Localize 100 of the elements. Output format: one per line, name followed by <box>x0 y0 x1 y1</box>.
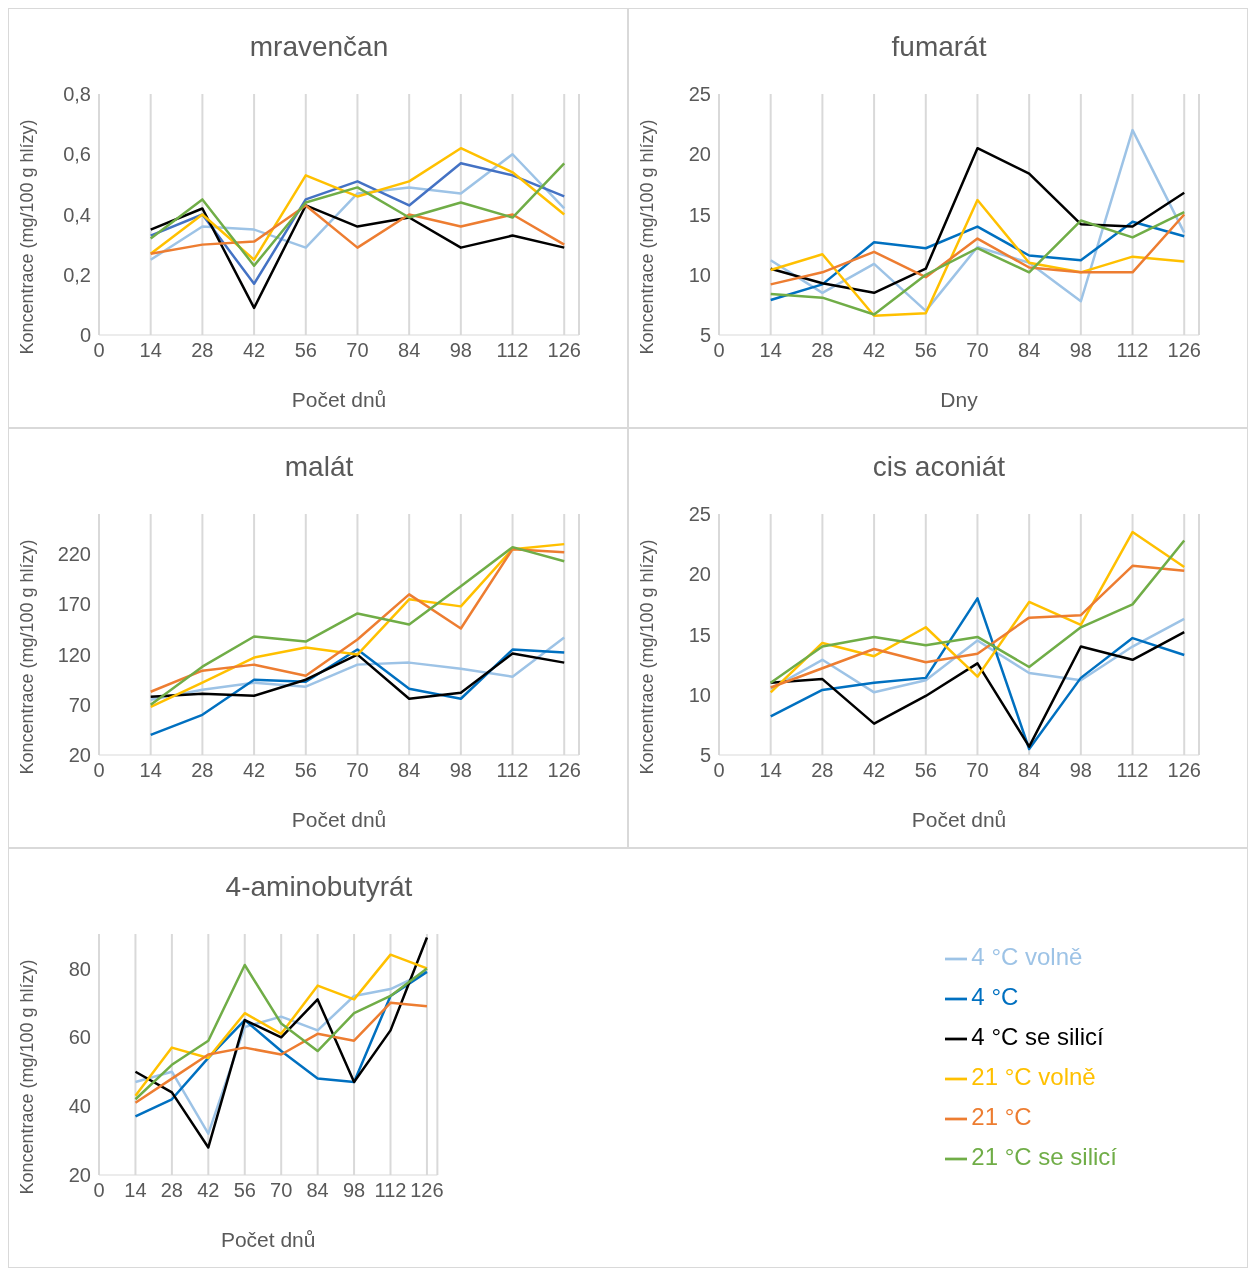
legend-label: 4 °C volně <box>971 943 1083 970</box>
x-tick-label: 84 <box>1018 759 1041 782</box>
y-tick-label: 15 <box>688 623 711 646</box>
line-series <box>149 652 566 701</box>
y-tick-label: 10 <box>688 263 711 286</box>
line-series <box>769 213 1186 286</box>
x-tick-label: 112 <box>1116 339 1149 362</box>
x-tick-label: 0 <box>713 759 725 782</box>
y-tick-label: 170 <box>57 593 91 616</box>
line-series <box>149 204 566 310</box>
x-tick-label: 112 <box>374 1179 407 1202</box>
x-axis-title: Počet dnů <box>291 388 387 411</box>
x-tick-label: 84 <box>306 1179 329 1202</box>
x-tick-label: 0 <box>713 339 725 362</box>
x-tick-label: 126 <box>547 339 581 362</box>
x-tick-label: 98 <box>449 759 472 782</box>
y-axis-title: Koncentrace (mg/100 g hlízy) <box>17 959 38 1195</box>
y-tick-label: 40 <box>68 1095 91 1118</box>
x-tick-label: 28 <box>191 339 214 362</box>
x-tick-label: 56 <box>914 759 937 782</box>
y-tick-label: 20 <box>68 744 91 767</box>
line-series <box>134 936 429 1149</box>
y-tick-label: 0,6 <box>63 143 91 166</box>
x-tick-label: 70 <box>966 339 989 362</box>
x-tick-label: 56 <box>914 339 937 362</box>
x-tick-label: 98 <box>342 1179 366 1202</box>
x-tick-label: 98 <box>1069 339 1092 362</box>
x-tick-label: 14 <box>139 339 162 362</box>
y-axis-title: Koncentrace (mg/100 g hlízy) <box>637 539 658 775</box>
y-tick-label: 70 <box>68 693 91 716</box>
x-tick-label: 28 <box>160 1179 183 1202</box>
line-series <box>134 1001 429 1104</box>
x-tick-label: 0 <box>93 1179 105 1202</box>
chart-title: mravenčan <box>248 31 390 63</box>
x-axis-title: Počet dnů <box>911 808 1007 831</box>
legend-label: 4 °C <box>971 983 1019 1010</box>
x-tick-label: 14 <box>124 1179 147 1202</box>
x-tick-label: 42 <box>862 759 886 782</box>
x-tick-label: 70 <box>966 759 989 782</box>
chart-title: cis aconiát <box>871 451 1007 483</box>
x-tick-label: 126 <box>1167 759 1201 782</box>
y-tick-label: 5 <box>699 324 711 347</box>
line-series <box>149 204 566 255</box>
y-tick-label: 220 <box>57 543 91 566</box>
chart-title: fumarát <box>890 31 988 63</box>
x-tick-label: 84 <box>1018 339 1041 362</box>
x-tick-label: 56 <box>233 1179 256 1202</box>
x-tick-label: 14 <box>139 759 162 782</box>
y-tick-label: 0 <box>79 324 91 347</box>
y-axis-title: Koncentrace (mg/100 g hlízy) <box>17 119 38 355</box>
x-tick-label: 126 <box>547 759 581 782</box>
x-tick-label: 28 <box>191 759 214 782</box>
y-tick-label: 25 <box>688 83 711 106</box>
x-tick-label: 126 <box>410 1179 444 1202</box>
x-axis-title: Počet dnů <box>291 808 387 831</box>
legend-label: 21 °C volně <box>971 1063 1096 1090</box>
legend-label: 21 °C <box>971 1103 1032 1130</box>
y-tick-label: 10 <box>688 683 711 706</box>
x-tick-label: 14 <box>759 759 782 782</box>
y-tick-label: 0,8 <box>63 83 91 106</box>
y-tick-label: 120 <box>57 643 91 666</box>
x-tick-label: 112 <box>1116 759 1149 782</box>
x-tick-label: 70 <box>346 759 369 782</box>
y-axis-title: Koncentrace (mg/100 g hlízy) <box>17 539 38 775</box>
x-tick-label: 28 <box>811 759 834 782</box>
y-tick-label: 25 <box>688 503 711 526</box>
y-tick-label: 60 <box>68 1026 91 1049</box>
x-tick-label: 70 <box>346 339 369 362</box>
y-tick-label: 80 <box>68 957 91 980</box>
line-series <box>769 630 1186 748</box>
legend-label: 4 °C se silicí <box>971 1023 1104 1050</box>
x-tick-label: 56 <box>294 339 317 362</box>
x-tick-label: 126 <box>1167 339 1201 362</box>
line-series <box>769 146 1186 295</box>
x-tick-label: 42 <box>197 1179 220 1202</box>
line-series <box>769 564 1186 689</box>
y-tick-label: 20 <box>68 1164 91 1187</box>
x-tick-label: 42 <box>862 339 886 362</box>
x-tick-label: 14 <box>759 339 782 362</box>
x-tick-label: 28 <box>811 339 834 362</box>
x-tick-label: 98 <box>449 339 472 362</box>
x-tick-label: 112 <box>496 339 529 362</box>
y-tick-label: 15 <box>688 203 711 226</box>
x-tick-label: 0 <box>93 759 105 782</box>
x-tick-label: 42 <box>242 339 266 362</box>
x-tick-label: 70 <box>270 1179 293 1202</box>
y-axis-title: Koncentrace (mg/100 g hlízy) <box>637 119 658 355</box>
legend-label: 21 °C se silicí <box>971 1143 1117 1170</box>
chart-title: 4-aminobutyrát <box>224 871 414 903</box>
y-tick-label: 0,2 <box>63 263 91 286</box>
y-tick-label: 20 <box>688 143 711 166</box>
line-series <box>769 597 1186 751</box>
x-tick-label: 84 <box>398 759 421 782</box>
x-tick-label: 98 <box>1069 759 1092 782</box>
y-tick-label: 0,4 <box>63 203 91 226</box>
x-tick-label: 42 <box>242 759 266 782</box>
x-axis-title: Počet dnů <box>220 1228 316 1251</box>
x-tick-label: 0 <box>93 339 105 362</box>
y-tick-label: 20 <box>688 563 711 586</box>
x-tick-label: 56 <box>294 759 317 782</box>
